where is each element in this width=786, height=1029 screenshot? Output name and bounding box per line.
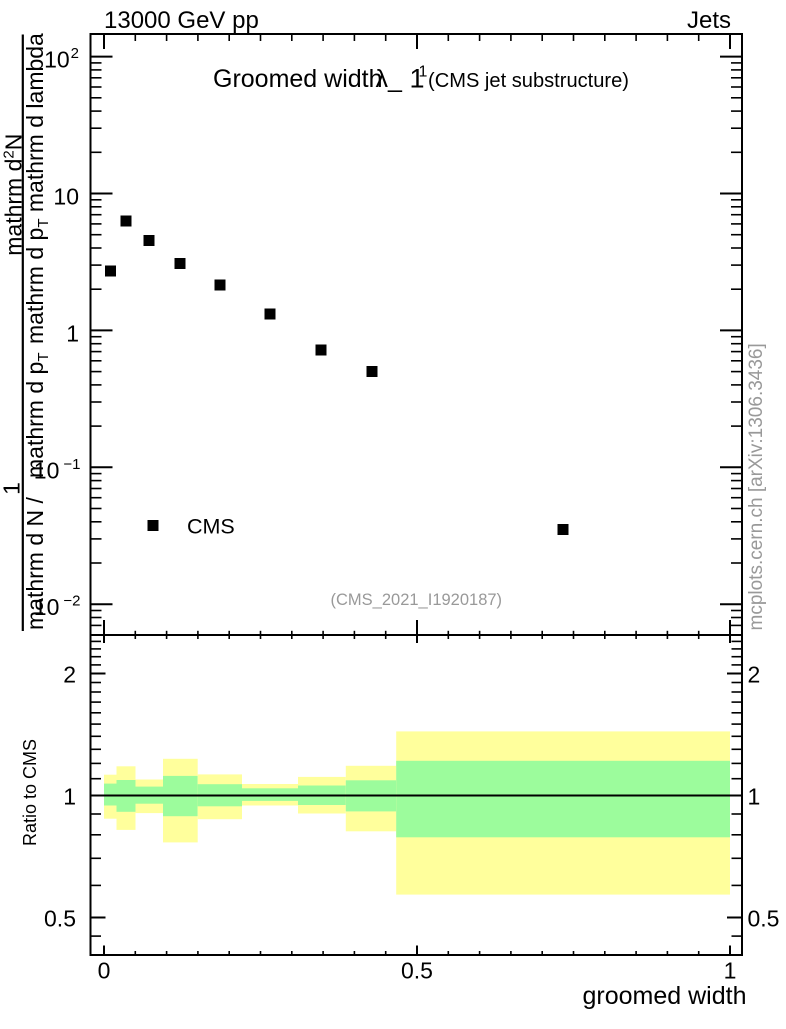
- svg-text:10: 10: [53, 184, 79, 210]
- svg-text:0: 0: [98, 958, 111, 984]
- svg-text:0.5: 0.5: [44, 906, 76, 932]
- svg-text:2: 2: [748, 662, 761, 688]
- svg-text:1: 1: [66, 320, 79, 346]
- svg-text:CMS: CMS: [187, 515, 235, 539]
- svg-text:Ratio to CMS: Ratio to CMS: [20, 739, 40, 846]
- svg-text:mathrm d pT mathrm d lambda: mathrm d pT mathrm d lambda: [22, 33, 52, 344]
- svg-text:1: 1: [63, 784, 76, 810]
- svg-text:2: 2: [63, 662, 76, 688]
- svg-text:0.5: 0.5: [748, 906, 780, 932]
- svg-text:1: 1: [724, 958, 737, 984]
- svg-text:mcplots.cern.ch [arXiv:1306.34: mcplots.cern.ch [arXiv:1306.3436]: [746, 343, 767, 630]
- svg-text:groomed width: groomed width: [583, 982, 747, 1010]
- svg-text:1: 1: [748, 784, 761, 810]
- svg-text:13000 GeV pp: 13000 GeV pp: [104, 7, 259, 34]
- svg-text:Jets: Jets: [687, 7, 731, 34]
- svg-text:1: 1: [419, 63, 428, 80]
- svg-text:0.5: 0.5: [401, 958, 433, 984]
- svg-text:1: 1: [410, 64, 425, 94]
- svg-text:Groomed width: Groomed width: [213, 65, 383, 93]
- svg-text:(CMS jet substructure): (CMS jet substructure): [428, 70, 629, 92]
- svg-text:λ_: λ_: [376, 65, 404, 93]
- svg-text:mathrm d pT: mathrm d pT: [22, 353, 52, 479]
- svg-text:(CMS_2021_I1920187): (CMS_2021_I1920187): [331, 591, 503, 609]
- svg-text:1: 1: [0, 482, 25, 495]
- svg-text:mathrm d N /: mathrm d N /: [22, 496, 48, 630]
